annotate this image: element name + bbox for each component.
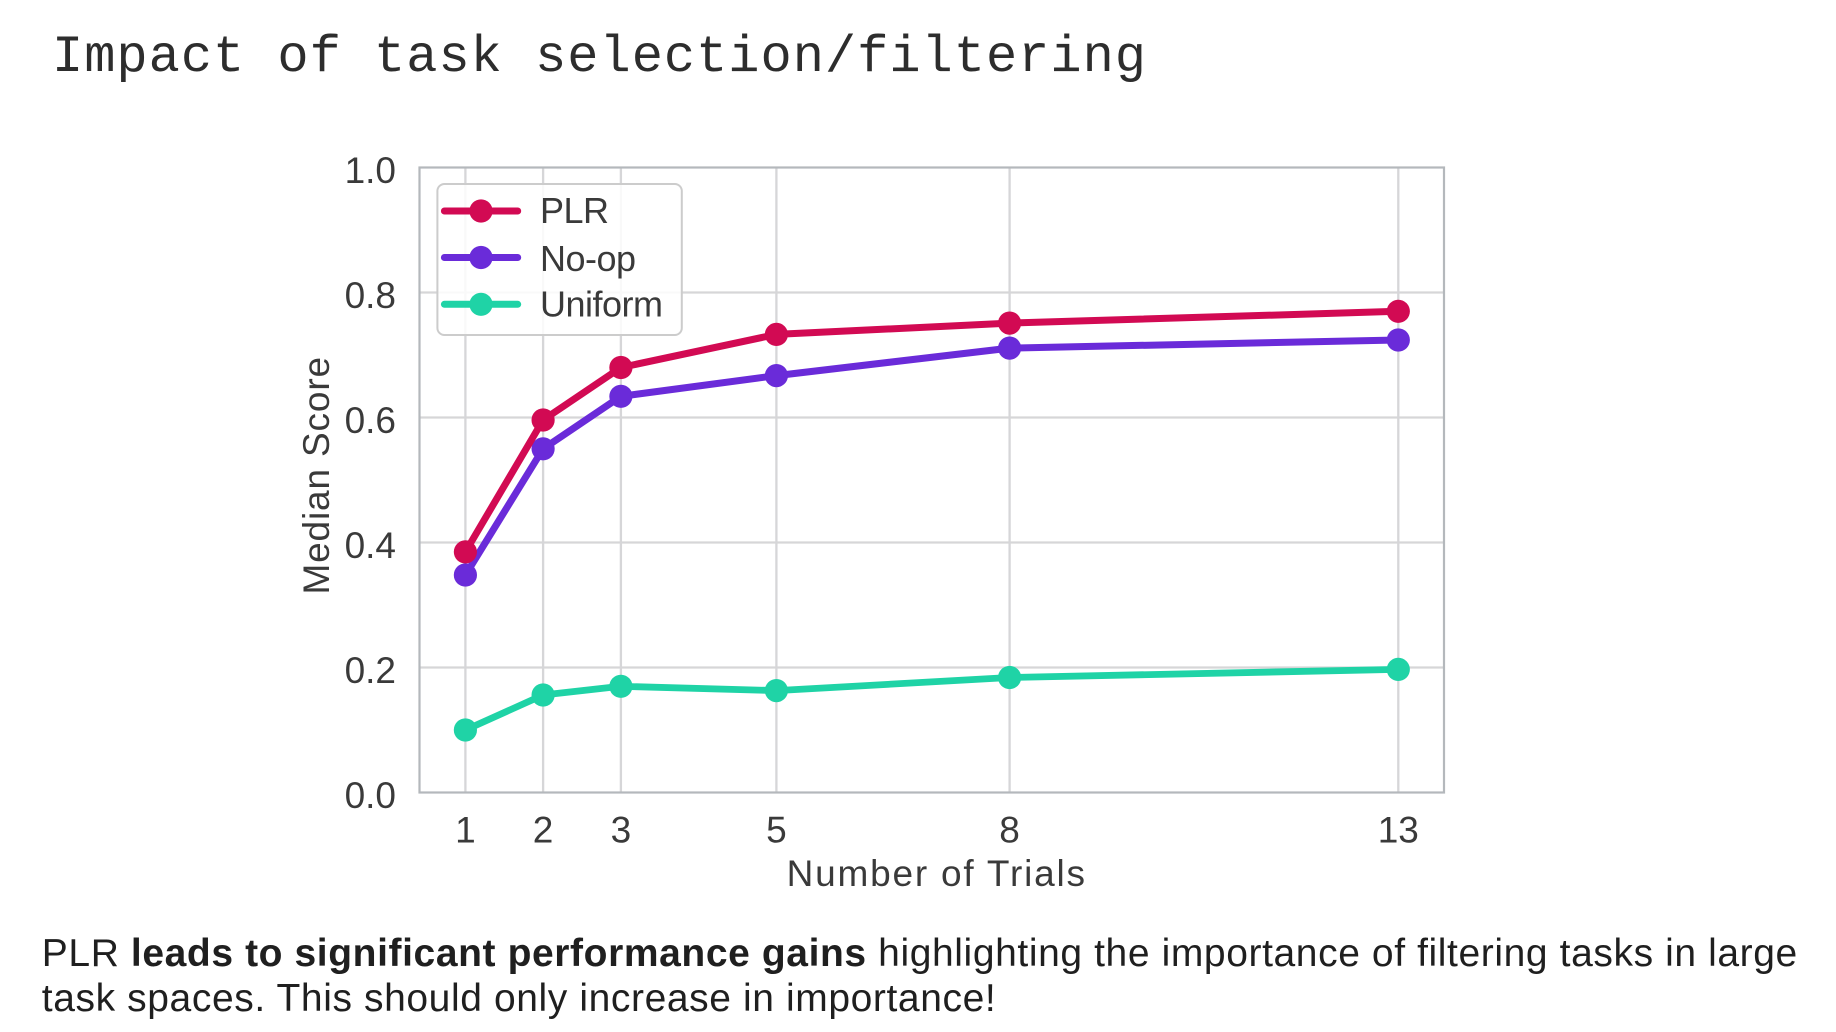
svg-text:Number of Trials: Number of Trials: [787, 853, 1087, 894]
svg-text:1: 1: [455, 810, 476, 851]
svg-text:Uniform: Uniform: [540, 284, 663, 325]
svg-text:0.4: 0.4: [345, 525, 396, 566]
svg-text:No-op: No-op: [540, 238, 636, 279]
svg-text:0.8: 0.8: [345, 275, 396, 316]
svg-text:5: 5: [766, 810, 787, 851]
svg-text:0.2: 0.2: [345, 650, 396, 691]
svg-text:3: 3: [611, 810, 632, 851]
svg-text:PLR: PLR: [540, 190, 609, 231]
svg-text:0.0: 0.0: [345, 775, 396, 816]
svg-text:0.6: 0.6: [345, 400, 396, 441]
svg-text:Median Score: Median Score: [296, 356, 337, 595]
svg-text:8: 8: [999, 810, 1020, 851]
svg-text:2: 2: [533, 810, 554, 851]
svg-text:13: 13: [1378, 810, 1419, 851]
svg-text:1.0: 1.0: [345, 150, 396, 191]
